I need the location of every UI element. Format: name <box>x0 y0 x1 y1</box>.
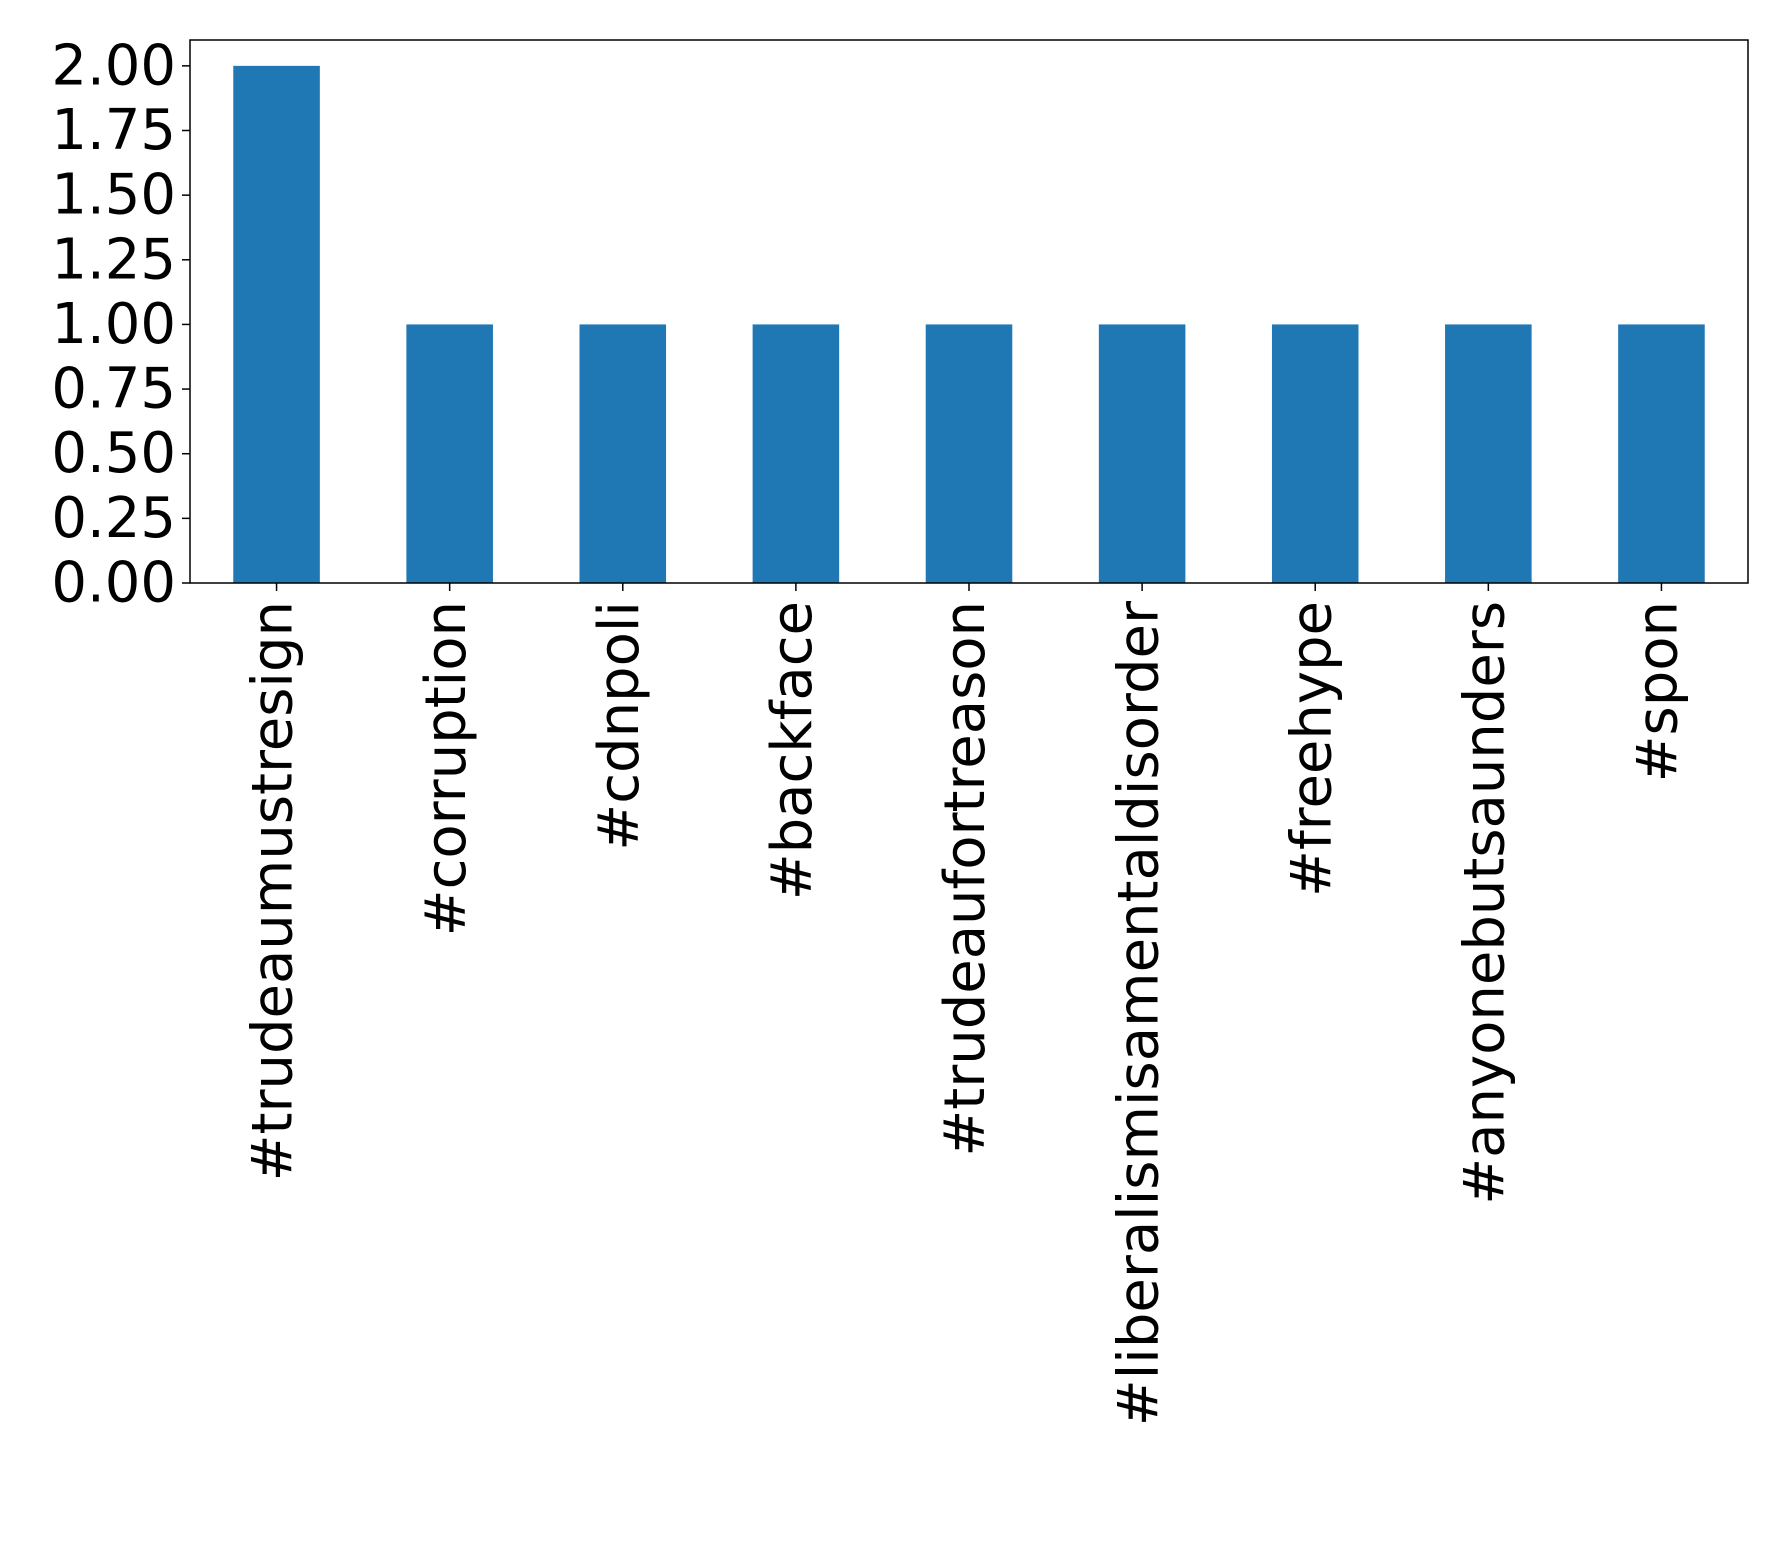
bar-freehype <box>1271 324 1359 583</box>
bar-trudeaufortreason <box>925 324 1013 583</box>
y-tick-label: 1.75 <box>51 98 176 163</box>
y-tick-label: 2.00 <box>51 33 176 98</box>
x-tick-label: #liberalismisamentaldisorder <box>1106 600 1171 1426</box>
y-tick-label: 1.25 <box>51 227 176 292</box>
x-tick-label: #backface <box>760 601 825 900</box>
x-tick-label: #cdnpoli <box>587 601 652 851</box>
y-tick-label: 0.75 <box>51 357 176 422</box>
bar-cdnpoli <box>579 324 667 583</box>
y-tick-label: 0.25 <box>51 486 176 551</box>
x-tick-label: #anyonebutsaunders <box>1452 601 1517 1205</box>
x-tick-label: #trudeaumustresign <box>241 601 306 1181</box>
bar-trudeaumustresign <box>233 65 320 584</box>
y-tick-label: 1.50 <box>51 163 176 228</box>
y-axis: 0.000.250.500.751.001.251.501.752.00 <box>51 33 190 616</box>
x-axis: #trudeaumustresign #corruption #cdnpoli #ba… <box>241 583 1691 1426</box>
bar-liberalismisamentaldisorder <box>1098 324 1186 583</box>
x-tick-label: #spon <box>1626 601 1691 782</box>
y-tick-label: 0.50 <box>51 421 176 486</box>
bar-backface <box>752 324 840 583</box>
x-tick-label: #trudeaufortreason <box>933 601 998 1157</box>
y-tick-label: 0.00 <box>51 551 176 616</box>
y-tick-label: 1.00 <box>51 292 176 357</box>
bar-spon <box>1618 324 1705 583</box>
bar-corruption <box>406 324 493 583</box>
bar-anyonebutsaunders <box>1445 324 1532 583</box>
x-tick-label: #freehype <box>1279 601 1344 897</box>
bars-group <box>233 65 1705 584</box>
x-tick-label: #corruption <box>414 601 479 936</box>
plot-frame <box>189 39 1749 584</box>
